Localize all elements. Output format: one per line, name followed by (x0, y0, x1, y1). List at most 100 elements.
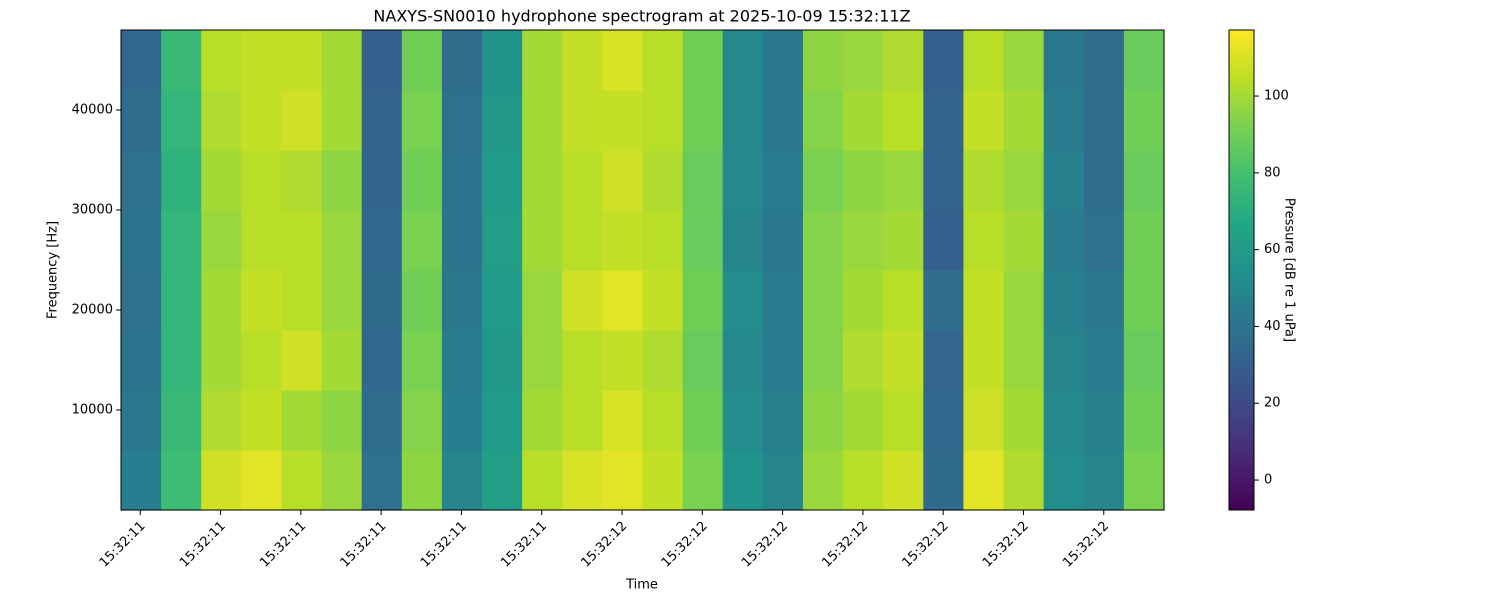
spectrogram-cell (161, 390, 202, 451)
spectrogram-cell (722, 30, 764, 91)
spectrogram-cell (241, 150, 283, 211)
spectrogram-cell (923, 390, 965, 451)
spectrogram-cell (281, 270, 323, 331)
spectrogram-cell (121, 330, 162, 391)
spectrogram-cell (642, 330, 684, 391)
spectrogram-cell (161, 450, 202, 511)
spectrogram-cell (562, 330, 603, 391)
spectrogram-cell (1123, 90, 1165, 151)
spectrogram-cell (321, 270, 363, 331)
spectrogram-cell (201, 30, 242, 91)
spectrogram-cell (241, 210, 283, 271)
spectrogram-cell (802, 450, 844, 511)
spectrogram-cell (642, 390, 684, 451)
spectrogram-cell (522, 270, 563, 331)
spectrogram-cell (161, 90, 202, 151)
spectrogram-cell (1003, 450, 1045, 511)
spectrogram-cell (802, 150, 844, 211)
colorbar (1228, 29, 1255, 511)
spectrogram-cell (642, 150, 684, 211)
spectrogram-cell (281, 90, 323, 151)
spectrogram-cell (482, 210, 523, 271)
spectrogram-cell (361, 150, 403, 211)
spectrogram-cell (562, 210, 603, 271)
spectrogram-cell (762, 150, 804, 211)
x-tick-label: 15:32:12 (819, 519, 871, 571)
spectrogram-cell (241, 30, 283, 91)
colorbar-tick-label: 20 (1264, 396, 1281, 411)
colorbar-label: Pressure [dB re 1 uPa] (1282, 198, 1297, 342)
spectrogram-cell (361, 330, 403, 391)
spectrogram-cell (1003, 210, 1045, 271)
spectrogram-cell (762, 210, 804, 271)
x-tick-label: 15:32:12 (739, 519, 791, 571)
spectrogram-cell (762, 270, 804, 331)
spectrogram-cell (241, 330, 283, 391)
spectrogram-cell (642, 30, 684, 91)
spectrogram-cell (522, 210, 563, 271)
spectrogram-cell (441, 330, 483, 391)
x-tick-label: 15:32:12 (980, 519, 1032, 571)
spectrogram-cell (281, 150, 323, 211)
spectrogram-cell (482, 450, 523, 511)
x-tick-label: 15:32:11 (498, 519, 550, 571)
spectrogram-cell (722, 390, 764, 451)
spectrogram-cell (361, 450, 403, 511)
spectrogram-cell (482, 90, 523, 151)
spectrogram-cell (1043, 150, 1085, 211)
spectrogram-cell (1003, 150, 1045, 211)
spectrogram-cell (682, 210, 724, 271)
spectrogram-cell (441, 90, 483, 151)
spectrogram-cell (241, 270, 283, 331)
x-tick-label: 15:32:12 (900, 519, 952, 571)
spectrogram-cell (682, 330, 724, 391)
spectrogram-cell (482, 150, 523, 211)
spectrogram-cell (1083, 90, 1125, 151)
spectrogram-cell (602, 150, 644, 211)
spectrogram-cell (963, 450, 1005, 511)
spectrogram-cell (682, 390, 724, 451)
spectrogram-cell (1083, 210, 1125, 271)
spectrogram-cell (281, 330, 323, 391)
spectrogram-cell (1123, 270, 1165, 331)
colorbar-tick-label: 40 (1264, 319, 1281, 334)
spectrogram-cell (201, 450, 242, 511)
spectrogram-cell (802, 90, 844, 151)
spectrogram-cell (1123, 390, 1165, 451)
spectrogram-cell (802, 30, 844, 91)
spectrogram-cell (161, 330, 202, 391)
spectrogram-cell (441, 150, 483, 211)
y-tick-label: 10000 (72, 403, 113, 418)
spectrogram-cell (963, 150, 1005, 211)
spectrogram-cell (562, 450, 603, 511)
spectrogram-cell (401, 390, 443, 451)
spectrogram-cell (602, 330, 644, 391)
spectrogram-cell (1043, 270, 1085, 331)
spectrogram-cell (1003, 390, 1045, 451)
spectrogram-cell (441, 450, 483, 511)
x-tick-label: 15:32:12 (578, 519, 630, 571)
spectrogram-cell (401, 450, 443, 511)
spectrogram-cell (281, 390, 323, 451)
spectrogram-cell (802, 270, 844, 331)
x-tick-label: 15:32:11 (257, 519, 309, 571)
spectrogram-cell (161, 30, 202, 91)
spectrogram-cell (562, 30, 603, 91)
spectrogram-cell (1083, 390, 1125, 451)
spectrogram-cell (682, 30, 724, 91)
spectrogram-cell (1043, 90, 1085, 151)
spectrogram-cell (161, 150, 202, 211)
spectrogram-cell (1043, 450, 1085, 511)
spectrogram-cell (121, 210, 162, 271)
spectrogram-cell (1043, 390, 1085, 451)
colorbar-tick-label: 60 (1264, 242, 1281, 257)
spectrogram-cell (281, 210, 323, 271)
spectrogram-cell (883, 270, 924, 331)
spectrogram-cell (361, 390, 403, 451)
x-tick-label: 15:32:12 (1060, 519, 1112, 571)
spectrogram-cell (441, 30, 483, 91)
spectrogram-cell (963, 210, 1005, 271)
y-axis-label: Frequency [Hz] (46, 221, 61, 319)
spectrogram-cell (923, 210, 965, 271)
spectrogram-cell (121, 390, 162, 451)
